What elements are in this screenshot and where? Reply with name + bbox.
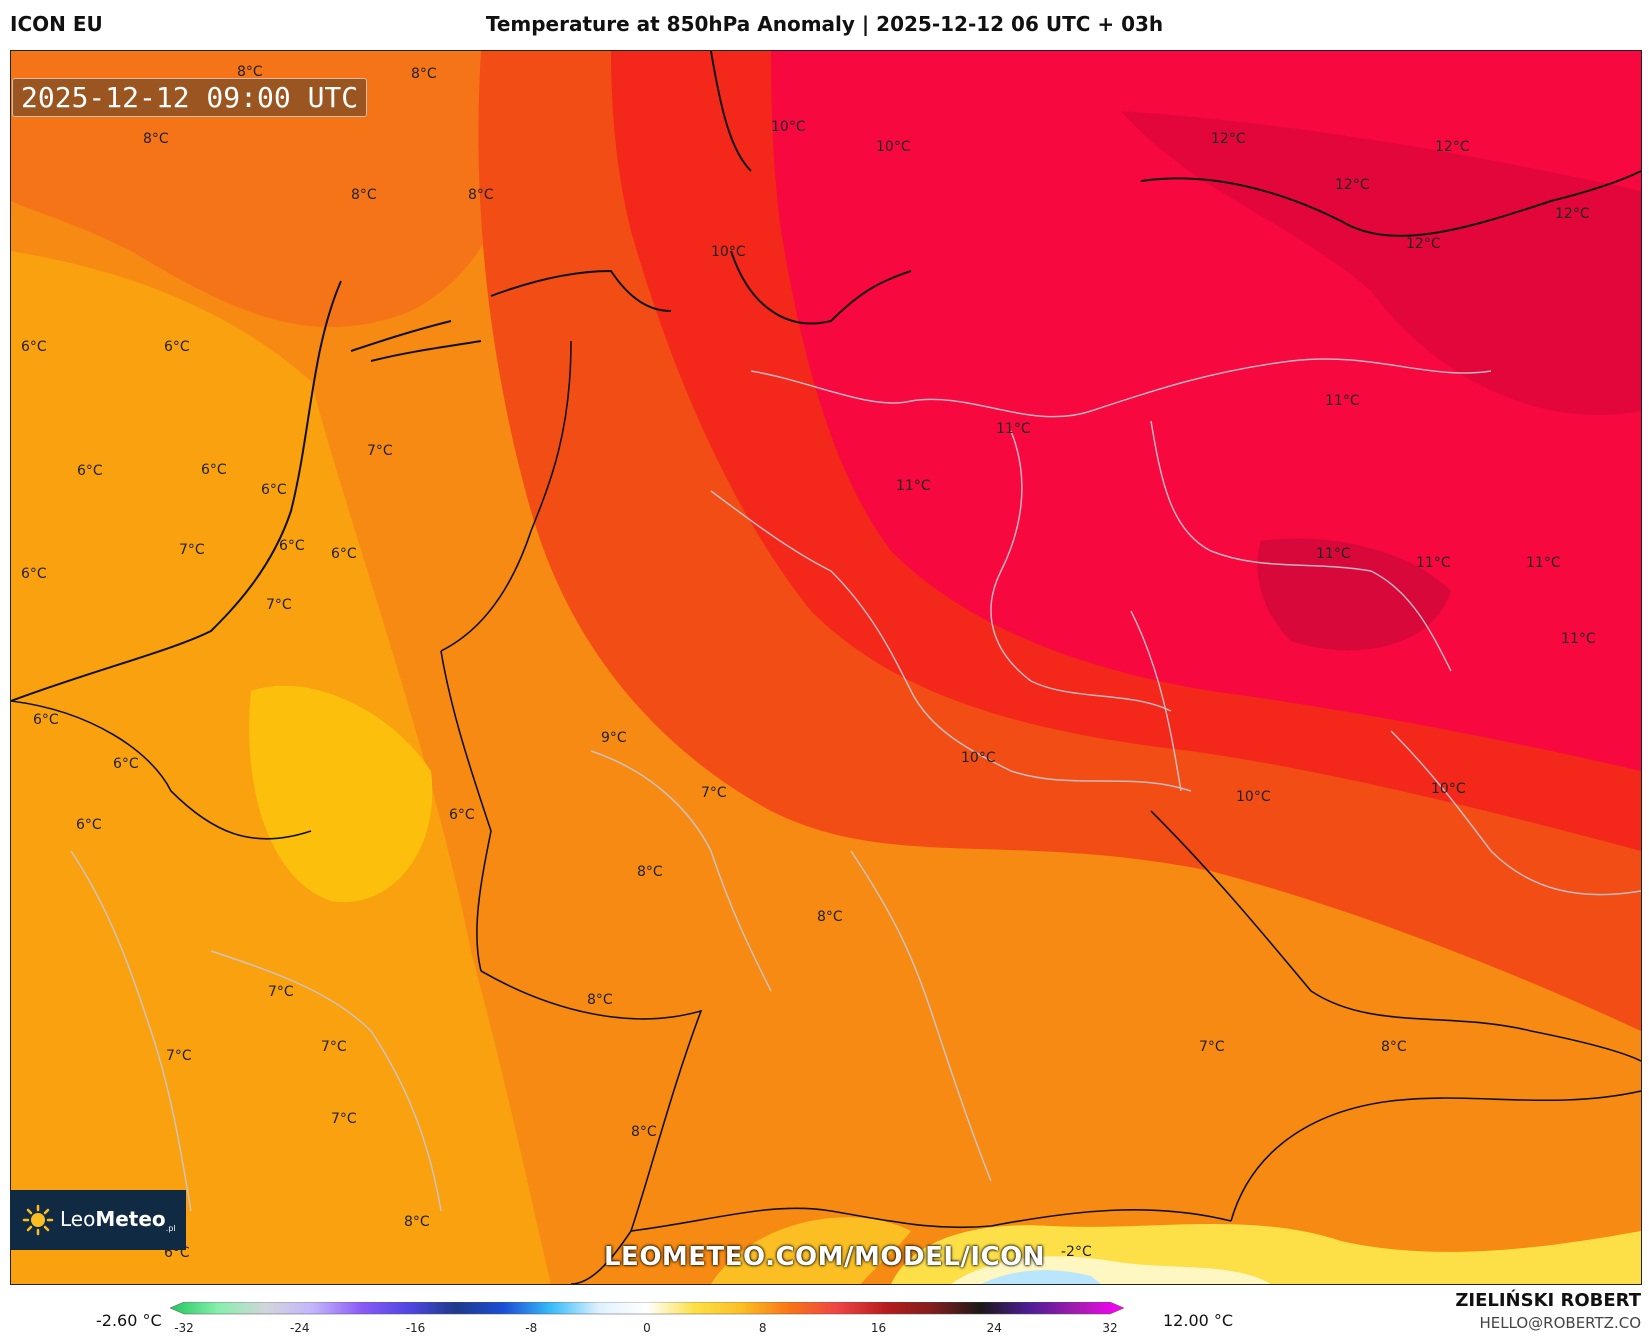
colorbar-tick-label: -16 [406,1321,426,1335]
temp-label: 6°C [21,339,47,355]
temp-label: 6°C [261,482,287,498]
temp-label: 7°C [367,443,393,459]
temp-label: 6°C [113,756,139,772]
temp-label: 11°C [1416,555,1451,571]
chart-title: Temperature at 850hPa Anomaly | 2025-12-… [485,12,1164,36]
leometeo-logo: LeoMeteo.pl [10,1190,186,1250]
colorbar-tick-label: 32 [1102,1321,1117,1335]
colorbar-tick-label: 8 [759,1321,767,1335]
colorbar-min-label: -2.60 °C [96,1311,162,1330]
temp-label: 9°C [601,730,627,746]
temp-label: 10°C [1236,789,1271,805]
temp-label: 6°C [201,462,227,478]
brand-text: LeoMeteo.pl [60,1207,176,1233]
temp-label: 7°C [179,542,205,558]
temp-label: 8°C [411,66,437,82]
temp-label: 10°C [876,139,911,155]
temp-label: 6°C [33,712,59,728]
temp-label: 10°C [771,119,806,135]
temp-label: 6°C [77,463,103,479]
temp-label: 8°C [468,187,494,203]
temp-label: 7°C [166,1048,192,1064]
temp-label: 6°C [279,538,305,554]
colorbar-tick-label: 24 [987,1321,1002,1335]
model-name: ICON EU [10,12,103,36]
temp-label: 8°C [587,992,613,1008]
temp-label: 8°C [637,864,663,880]
temp-label: 12°C [1335,177,1370,193]
map-area: 8°C 8°C 10°C 10°C 12°C 12°C 12°C 12°C 12… [10,50,1642,1285]
temp-label: 7°C [1199,1039,1225,1055]
colorbar-tick-label: 0 [643,1321,651,1335]
temp-label: 10°C [1431,781,1466,797]
temp-label: -2°C [1061,1244,1092,1260]
temp-label: 6°C [449,807,475,823]
temp-label: 11°C [1561,631,1596,647]
country-borders-major [11,340,1641,1284]
temperature-map: 8°C 8°C 10°C 10°C 12°C 12°C 12°C 12°C 12… [11,51,1641,1284]
colorbar-tick-label: -24 [290,1321,310,1335]
temp-label: 6°C [76,817,102,833]
temp-label: 7°C [268,984,294,1000]
temp-label: 12°C [1555,206,1590,222]
field-alps-west [711,1217,911,1284]
temp-label: 11°C [1325,393,1360,409]
temp-label: 11°C [1526,555,1561,571]
field-yellow-pocket [249,685,433,903]
colorbar-tick-label: -8 [525,1321,537,1335]
temp-label: 8°C [351,187,377,203]
sun-icon [22,1204,54,1236]
temperature-labels: 8°C 8°C 10°C 10°C 12°C 12°C 12°C 12°C 12… [21,64,1596,1261]
temp-label: 7°C [331,1111,357,1127]
temp-label: 12°C [1211,131,1246,147]
temp-label: 7°C [701,785,727,801]
temp-label: 10°C [711,244,746,260]
temp-label: 8°C [237,64,263,80]
temp-label: 10°C [961,750,996,766]
temp-label: 8°C [404,1214,430,1230]
temp-label: 11°C [996,421,1031,437]
colorbar-gradient [170,1302,1125,1315]
temp-label: 12°C [1406,236,1441,252]
temp-label: 11°C [1316,546,1351,562]
temp-label: 8°C [1381,1039,1407,1055]
temp-label: 12°C [1435,139,1470,155]
temp-label: 8°C [631,1124,657,1140]
coastlines [11,51,1641,702]
author-email: HELLO@ROBERTZ.CO [1479,1314,1641,1332]
temp-label: 8°C [817,909,843,925]
admin-borders [70,358,1641,1212]
field-northwest [11,51,531,328]
colorbar-tick-label: 16 [871,1321,886,1335]
field-alps-cold [981,1270,1101,1284]
colorbar-max-label: 12.00 °C [1163,1311,1234,1330]
temp-label: 8°C [143,131,169,147]
colorbar: -32 -24 -16 -8 0 8 16 24 32 [170,1302,1125,1335]
temp-label: 11°C [896,478,931,494]
watermark-url: LEOMETEO.COM/MODEL/ICON [603,1242,1046,1272]
valid-time-badge: 2025-12-12 09:00 UTC [12,78,368,117]
temp-label: 7°C [321,1039,347,1055]
temp-label: 7°C [266,597,292,613]
colorbar-tick-label: -32 [174,1321,194,1335]
author-name: ZIELIŃSKI ROBERT [1455,1290,1641,1311]
field-dark-spot [1257,538,1451,651]
temp-label: 6°C [331,546,357,562]
temp-label: 6°C [21,566,47,582]
temp-label: 6°C [164,339,190,355]
